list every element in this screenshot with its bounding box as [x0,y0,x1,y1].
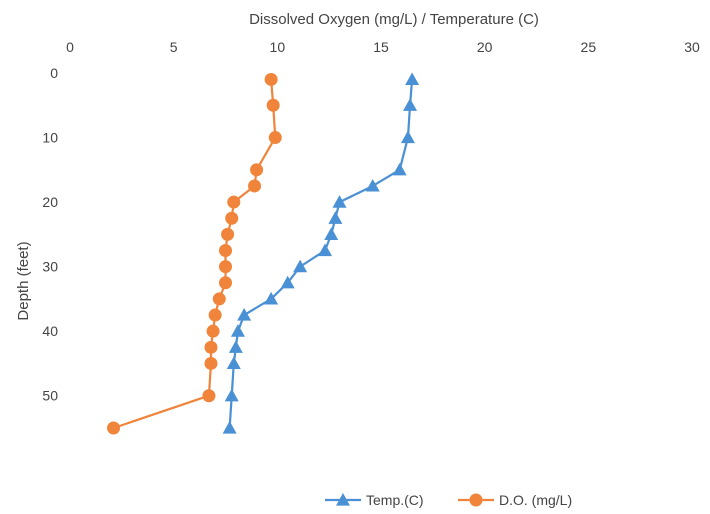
temperature-point [264,291,279,305]
temperature-point [230,324,245,337]
temperature-point [400,130,415,144]
x-tick-label: 0 [66,39,74,55]
temperature-point [280,275,295,289]
dissolved-oxygen-point [219,244,232,257]
x-tick-label: 10 [270,39,286,55]
x-tick-label: 5 [170,39,178,55]
x-tick-label: 20 [477,39,493,55]
legend-item: Temp.(C) [325,492,424,508]
dissolved-oxygen-point [206,324,220,338]
temperature-point [328,211,343,224]
y-tick-label: 20 [42,194,58,210]
temperature-point [332,195,347,208]
y-axis-ticks: 0 10 20 30 40 50 [42,65,58,404]
y-axis-title: Depth (feet) [15,241,32,320]
dissolved-oxygen-point [219,260,232,274]
dissolved-oxygen-point [250,163,264,177]
legend: Temp.(C) D.O. (mg/L) [325,492,572,508]
temperature-point [324,227,339,240]
y-tick-label: 30 [42,259,58,275]
x-tick-label: 30 [684,39,700,55]
dissolved-oxygen-point [204,356,218,370]
y-tick-label: 50 [42,388,58,404]
dissolved-oxygen-point [219,276,232,290]
dissolved-oxygen-point [225,211,239,225]
dissolved-oxygen-point [212,292,226,306]
y-tick-label: 0 [50,65,58,81]
dissolved-oxygen-point [107,421,121,435]
temperature-point [293,259,308,273]
temperature-point [224,388,239,402]
temperature-point [392,162,407,176]
dissolved-oxygen-point [248,179,262,193]
temperature-point [228,340,243,353]
temperature-point [237,308,252,321]
series-layer [107,72,420,435]
dissolved-oxygen-point [264,72,278,86]
dissolved-oxygen-point [268,131,282,145]
dissolved-oxygen-point [221,227,235,241]
series-temperature [222,72,420,434]
y-tick-label: 10 [42,130,58,146]
dissolved-oxygen-point [204,340,218,354]
legend-item: D.O. (mg/L) [458,492,572,508]
temperature-point [222,421,237,434]
dissolved-oxygen-point [202,389,216,403]
dissolved-oxygen-point [227,195,241,209]
temperature-point [226,356,241,370]
dissolved-oxygen-point [266,98,280,112]
series-dissolved-oxygen [107,72,282,435]
temperature-point [365,178,380,192]
temperature-point [318,243,333,257]
legend-label: Temp.(C) [366,492,424,508]
x-axis-ticks: 0 5 10 15 20 25 30 [66,39,700,55]
x-axis-title: Dissolved Oxygen (mg/L) / Temperature (C… [249,11,539,28]
temperature-point [405,72,420,86]
legend-marker [469,493,483,507]
y-tick-label: 40 [42,323,58,339]
legend-label: D.O. (mg/L) [499,492,572,508]
series-line [113,79,277,430]
x-tick-label: 25 [581,39,597,55]
dissolved-oxygen-point [208,308,222,322]
legend-marker [336,493,350,506]
temperature-point [403,98,418,111]
x-tick-label: 15 [373,39,389,55]
